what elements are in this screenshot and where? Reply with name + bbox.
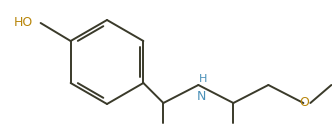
Text: HO: HO [14,15,33,29]
Text: H: H [199,74,208,84]
Text: N: N [197,90,206,103]
Text: O: O [299,97,309,110]
